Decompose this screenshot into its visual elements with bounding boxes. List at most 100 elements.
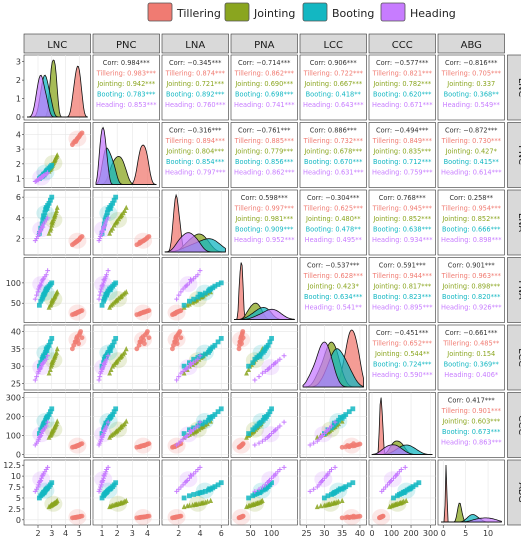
xtick-label-ccc: 0: [369, 529, 374, 538]
panel-pna-ccc: Corr: 0.591***Tillering: 0.944***Jointin…: [369, 258, 436, 323]
xtick-label-lna: 6: [219, 529, 224, 538]
panel-pna-ccc-corr-tillering: Tillering: 0.944***: [372, 272, 433, 280]
ytick-label-pnc: 3: [16, 145, 21, 154]
panel-ccc-abg: Corr: 0.417***Tillering: 0.901***Jointin…: [438, 393, 505, 458]
panel-lcc-pnc-point-booting: [103, 354, 108, 359]
panel-abg-pnc-point-booting: [113, 480, 118, 485]
panel-pnc-lnc: [24, 123, 91, 188]
panel-lcc-lcc: [300, 325, 367, 390]
panel-pnc-lcc: Corr: 0.886***Tillering: 0.732***Jointin…: [300, 123, 367, 188]
panel-pna-abg-corr-all: Corr: 0.901***: [448, 262, 496, 270]
panel-lcc-lna-point-tillering: [173, 339, 178, 344]
panel-lnc-pnc-corr-jointing: Jointing: 0.942***: [96, 80, 156, 88]
panel-ccc-pnc-point-booting: [113, 406, 118, 411]
panel-lnc-ccc-corr-all: Corr: −0.577***: [376, 59, 429, 67]
panel-lnc-pnc-corr-heading: Heading: 0.853***: [96, 101, 157, 109]
panel-abg-pnc-point-tillering: [137, 515, 142, 520]
panel-ccc-pnc: [93, 393, 160, 458]
panel-pnc-lna-corr-booting: Booting: 0.854***: [166, 158, 225, 166]
panel-lna-lcc-corr-tillering: Tillering: 0.625***: [303, 205, 364, 213]
xtick-label-abg: 5: [463, 529, 468, 538]
panel-ccc-pna-point-tillering: [237, 444, 242, 449]
panel-lcc-lnc: [24, 325, 91, 390]
panel-pna-pnc-point-booting: [108, 287, 113, 292]
panel-lna-pna-corr-jointing: Jointing: 0.981***: [234, 215, 294, 223]
legend-label-tillering: Tillering: [176, 7, 221, 20]
panel-lcc-ccc-corr-jointing: Jointing: 0.544**: [374, 350, 430, 358]
xtick-label-ccc: 100: [384, 529, 399, 538]
panel-lcc-pnc-point-booting: [113, 336, 118, 341]
panel-pna-abg-corr-booting: Booting: 0.820***: [442, 293, 501, 301]
panel-pna-lnc: [24, 258, 91, 323]
panel-lna-abg-corr-jointing: Jointing: 0.852***: [441, 215, 501, 223]
panel-ccc-lnc-point-booting: [49, 406, 54, 411]
ytick-label-lnc: 3: [16, 58, 21, 67]
panel-lna-pnc-point-booting: [108, 206, 113, 211]
panel-abg-ccc-point-booting: [402, 490, 407, 495]
panel-pna-lna-point-booting: [182, 303, 187, 308]
ytick-label-lnc: 1: [16, 95, 21, 104]
panel-pna-lcc-corr-booting: Booting: 0.634***: [304, 293, 363, 301]
panel-pna-pnc-point-tillering: [137, 311, 142, 316]
panel-pna-lcc-corr-jointing: Jointing: 0.423*: [307, 283, 360, 291]
panel-lnc-lcc-corr-booting: Booting: 0.418**: [306, 91, 362, 99]
panel-lcc-lna-point-tillering: [179, 335, 184, 340]
panel-lcc-ccc-corr-heading: Heading: 0.590***: [372, 371, 433, 379]
panel-ccc-lcc-point-tillering: [358, 442, 363, 447]
panel-pna-abg: Corr: 0.901***Tillering: 0.963***Jointin…: [438, 258, 505, 323]
panel-abg-lnc-point-booting: [45, 486, 50, 491]
panel-lcc-pna-point-tillering: [237, 339, 242, 344]
legend-label-heading: Heading: [410, 7, 456, 20]
xtick-label-lcc: 25: [301, 529, 311, 538]
panel-lcc-pna: [231, 325, 298, 390]
panel-lna-pna-corr-tillering: Tillering: 0.997***: [234, 205, 295, 213]
panel-lnc-abg-corr-jointing: Jointing: 0.337: [446, 80, 495, 88]
panel-lna-ccc-corr-jointing: Jointing: 0.852***: [372, 215, 432, 223]
panel-lna-abg: Corr: 0.258**Tillering: 0.954***Jointing…: [438, 190, 505, 255]
panel-pnc-lcc-corr-heading: Heading: 0.631***: [303, 169, 364, 177]
panel-ccc-lcc: [300, 393, 367, 458]
panel-lnc-lcc-corr-heading: Heading: 0.643***: [303, 101, 364, 109]
panel-lcc-pna-point-booting: [257, 354, 262, 359]
panel-lna-lnc-point-booting: [49, 195, 54, 200]
panel-abg-lna-point-booting: [187, 493, 192, 498]
panel-ccc-lnc-point-tillering: [73, 444, 78, 449]
panel-pnc-ccc-corr-jointing: Jointing: 0.835***: [372, 148, 432, 156]
panel-lnc-lcc-corr-tillering: Tillering: 0.722***: [303, 70, 364, 78]
panel-lnc-pnc-corr-all: Corr: 0.984***: [103, 59, 151, 67]
ytick-label-lna: 6: [16, 193, 21, 202]
col-header-label-lcc: LCC: [323, 40, 343, 51]
panel-pnc-lnc-point-booting: [49, 163, 54, 168]
ytick-label-lcc: 30: [11, 362, 21, 371]
panel-pnc-abg-corr-booting: Booting: 0.415**: [444, 158, 500, 166]
panel-abg-ccc: [369, 460, 436, 525]
ytick-label-pna: 50: [11, 299, 21, 308]
panel-abg-lna: [162, 460, 229, 525]
panel-pnc-abg-corr-tillering: Tillering: 0.730***: [441, 137, 502, 145]
panel-lnc-abg: Corr: −0.816***Tillering: 0.705***Jointi…: [438, 55, 505, 120]
panel-lna-lnc-point-booting: [45, 206, 50, 211]
panel-pnc-lnc-point-tillering: [80, 130, 85, 135]
panel-lcc-pnc-point-tillering: [145, 329, 150, 334]
panel-abg-lcc-point-booting: [332, 490, 337, 495]
xtick-label-lna: 4: [197, 529, 202, 538]
panel-abg-lna-point-booting: [191, 492, 196, 497]
panel-ccc-pna-point-booting: [269, 406, 274, 411]
panel-lna-ccc-corr-all: Corr: 0.768***: [379, 194, 427, 202]
panel-abg-pnc-point-booting: [108, 486, 113, 491]
ytick-label-abg: 7.5: [8, 483, 21, 492]
ytick-label-lcc: 35: [11, 345, 21, 354]
xtick-label-abg: 0: [441, 529, 446, 538]
panel-lna-lnc: [24, 190, 91, 255]
panel-abg-lna-point-booting: [182, 496, 187, 501]
panel-ccc-lnc-point-booting: [45, 415, 50, 420]
xtick-label-lcc: 35: [337, 529, 347, 538]
panel-lna-lcc-corr-jointing: Jointing: 0.480**: [305, 215, 361, 223]
panel-pnc-pna: Corr: −0.761***Tillering: 0.885***Jointi…: [231, 123, 298, 188]
panel-lna-abg-corr-all: Corr: 0.258**: [449, 194, 493, 202]
panel-ccc-pnc-point-booting: [103, 421, 108, 426]
panel-ccc-lcc-point-tillering: [347, 444, 352, 449]
panel-lcc-pna-point-tillering: [241, 335, 246, 340]
panel-lcc-pnc-point-tillering: [137, 339, 142, 344]
